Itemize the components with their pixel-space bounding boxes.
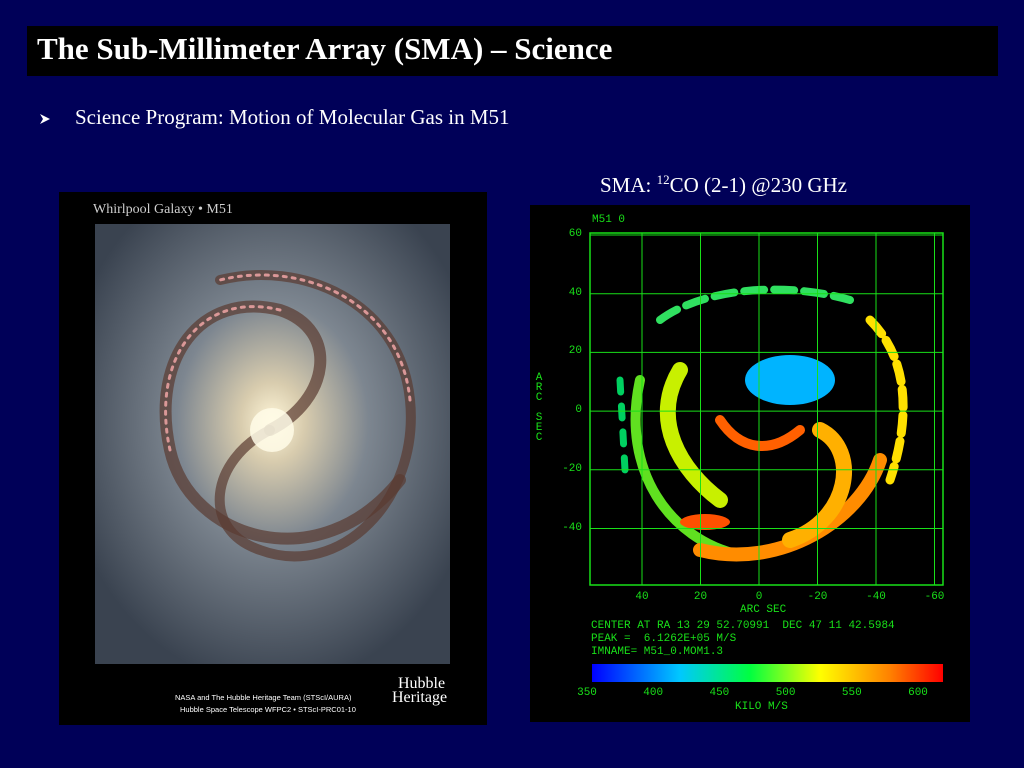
y-tick-label: 40 [568, 286, 582, 299]
colorbar-tick-label: 500 [775, 687, 796, 699]
photo-credit: NASA and The Hubble Heritage Team (STScI… [175, 693, 352, 702]
plot-frame [589, 232, 944, 586]
colorbar [592, 664, 943, 682]
info-line: IMNAME= M51_0.MOM1.3 [591, 646, 724, 658]
colorbar-tick-label: 550 [841, 687, 862, 699]
caption-text: SMA: [600, 173, 657, 197]
x-tick-label: 0 [755, 591, 763, 603]
info-line: PEAK = 6.1262E+05 M/S [591, 633, 737, 645]
velocity-center [745, 355, 835, 405]
y-tick-label: 20 [568, 345, 582, 358]
caption-superscript: 12 [656, 172, 670, 187]
colorbar-tick-label: 350 [577, 687, 597, 699]
caption-text: CO (2-1) @230 GHz [669, 173, 848, 197]
logo-text: Heritage [392, 689, 447, 706]
x-tick-label: 20 [693, 591, 708, 603]
y-tick-label: -20 [562, 462, 582, 475]
x-tick-label: -20 [807, 591, 828, 603]
bullet-arrow [40, 114, 50, 124]
logo-text: Hubble [398, 675, 445, 692]
title-bar [27, 26, 998, 76]
colorbar-tick-label: 450 [709, 687, 730, 699]
info-line: CENTER AT RA 13 29 52.70991 DEC 47 11 42… [591, 620, 895, 632]
photo-credit: Hubble Space Telescope WFPC2 • STScI-PRC… [180, 705, 356, 714]
colorbar-tick-label: 600 [908, 687, 928, 699]
y-tick-label: 0 [575, 404, 582, 417]
x-tick-label: -60 [924, 591, 945, 603]
plot-grid [590, 233, 943, 585]
bullet: Science Program: Motion of Molecular Gas… [75, 105, 510, 129]
colorbar-tick-label: 400 [643, 687, 664, 699]
colorbar-label: KILO M/S [735, 701, 788, 713]
caption: SMA: 12CO (2-1) @230 GHz [600, 172, 847, 198]
x-tick-label: -40 [866, 591, 886, 603]
x-tick-label: 40 [635, 591, 649, 603]
velocity-knot [680, 514, 730, 530]
spiral-arms [159, 270, 416, 562]
y-tick-label: 60 [568, 228, 582, 240]
map-label: M51 0 [592, 214, 626, 226]
photo-title: Whirlpool Galaxy • M51 [93, 202, 233, 217]
y-axis-label: ARC SEC [533, 372, 545, 442]
title: The Sub-Millimeter Array (SMA) – Science [37, 31, 613, 66]
y-tick-label: -40 [562, 521, 582, 534]
galaxy-core [250, 408, 294, 452]
x-axis-label: ARC SEC [740, 604, 787, 616]
